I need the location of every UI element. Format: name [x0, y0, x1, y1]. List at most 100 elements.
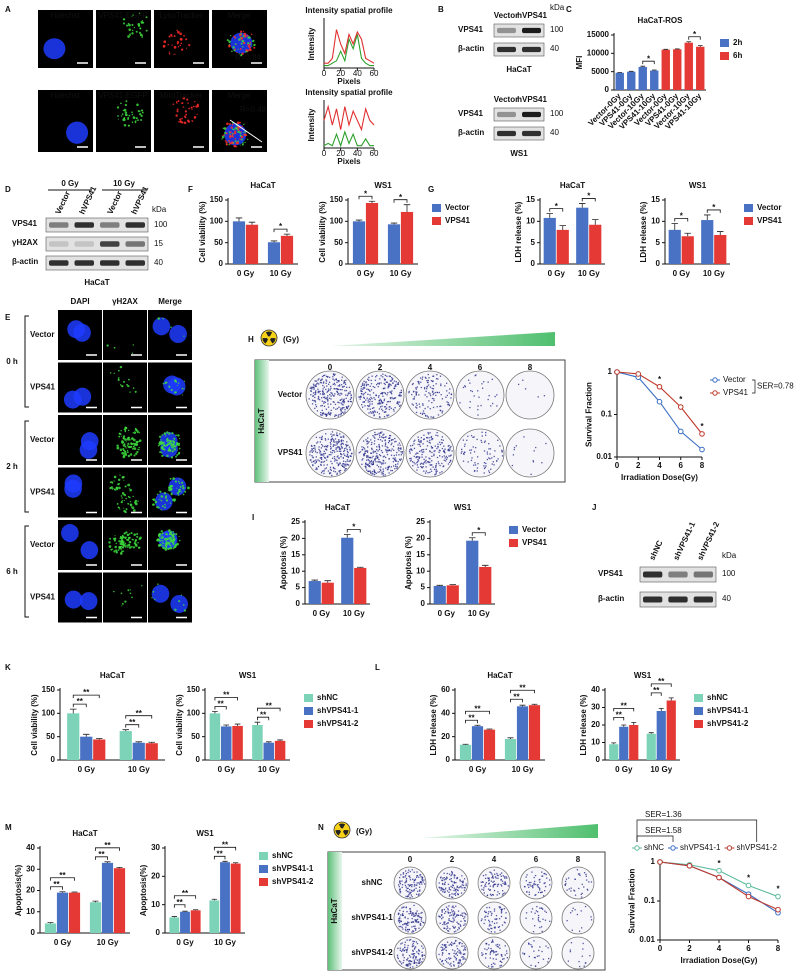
colony	[370, 452, 373, 454]
puncta	[170, 440, 172, 442]
colony	[405, 963, 408, 966]
colony	[564, 884, 567, 886]
colony	[333, 458, 336, 460]
colony	[447, 909, 449, 911]
colony	[420, 449, 422, 452]
colony	[384, 378, 387, 381]
y-tick-label: 50	[334, 238, 343, 247]
colony	[311, 448, 313, 450]
colony	[389, 397, 391, 399]
colony	[447, 922, 449, 924]
colony	[398, 912, 400, 914]
colony	[361, 446, 363, 448]
colony	[446, 390, 448, 392]
colony	[403, 906, 405, 908]
colony	[381, 445, 384, 447]
colony	[488, 448, 490, 450]
bar	[220, 726, 232, 760]
colony	[369, 408, 371, 410]
significance-label: **	[217, 700, 224, 709]
nucleus	[63, 390, 82, 409]
colony	[451, 872, 454, 874]
puncta	[221, 135, 225, 139]
colony	[359, 396, 361, 398]
colony	[346, 407, 349, 410]
colony	[430, 470, 433, 472]
colony	[490, 872, 492, 874]
colony	[447, 403, 449, 406]
colony	[420, 876, 422, 878]
colony	[411, 913, 413, 915]
colony	[382, 434, 384, 436]
error-bar	[462, 743, 469, 745]
bar	[113, 868, 126, 933]
colony	[476, 438, 478, 441]
colony	[315, 468, 317, 470]
colony	[416, 407, 418, 409]
puncta	[117, 378, 120, 381]
puncta	[181, 387, 184, 390]
colony	[415, 391, 417, 393]
colony	[538, 949, 540, 952]
colony	[492, 402, 494, 405]
puncta	[120, 430, 122, 432]
colony	[330, 392, 332, 394]
y-tick-label: 30	[151, 843, 160, 852]
colony	[419, 377, 422, 379]
colony	[311, 451, 314, 453]
colony	[317, 379, 319, 381]
puncta	[237, 130, 240, 133]
colony	[459, 961, 461, 963]
puncta	[231, 133, 234, 136]
legend-label: shNC	[317, 693, 338, 702]
colony	[347, 464, 350, 466]
puncta	[167, 547, 170, 550]
colony	[400, 454, 403, 456]
colony	[530, 885, 532, 887]
colony	[428, 437, 430, 439]
colony	[415, 919, 417, 921]
colony	[534, 912, 536, 914]
colony	[330, 395, 332, 397]
puncta	[157, 317, 160, 320]
colony	[445, 876, 448, 878]
significance-bracket	[465, 710, 490, 715]
colony	[448, 891, 450, 893]
colony	[570, 887, 572, 889]
colony	[410, 912, 412, 915]
puncta	[154, 500, 158, 504]
colony	[490, 914, 493, 916]
colony	[505, 876, 507, 878]
colony	[394, 457, 396, 459]
y-tick-label: 1	[651, 857, 656, 866]
colony	[448, 888, 451, 890]
colony	[398, 450, 400, 452]
panel-letter: I	[252, 513, 254, 522]
colony	[497, 874, 499, 877]
error-bar	[640, 65, 646, 67]
colony	[408, 928, 411, 931]
plate	[519, 936, 553, 970]
puncta	[121, 539, 124, 543]
puncta	[159, 444, 161, 446]
colony	[531, 945, 533, 948]
colony	[363, 397, 365, 399]
colony	[459, 879, 461, 881]
puncta	[169, 544, 171, 547]
colony	[339, 433, 341, 435]
colony	[426, 436, 428, 439]
colony	[586, 879, 588, 881]
y-tick-label: 0	[531, 259, 536, 268]
colony	[493, 869, 495, 871]
colony	[399, 888, 401, 890]
colony	[338, 446, 340, 448]
colony	[414, 946, 417, 948]
colony	[586, 888, 588, 891]
colony	[415, 411, 418, 414]
row-label: VPS41	[458, 25, 483, 34]
colony	[452, 914, 454, 917]
colony	[415, 958, 417, 960]
colony	[386, 381, 388, 383]
puncta	[178, 120, 180, 123]
puncta	[124, 111, 128, 114]
